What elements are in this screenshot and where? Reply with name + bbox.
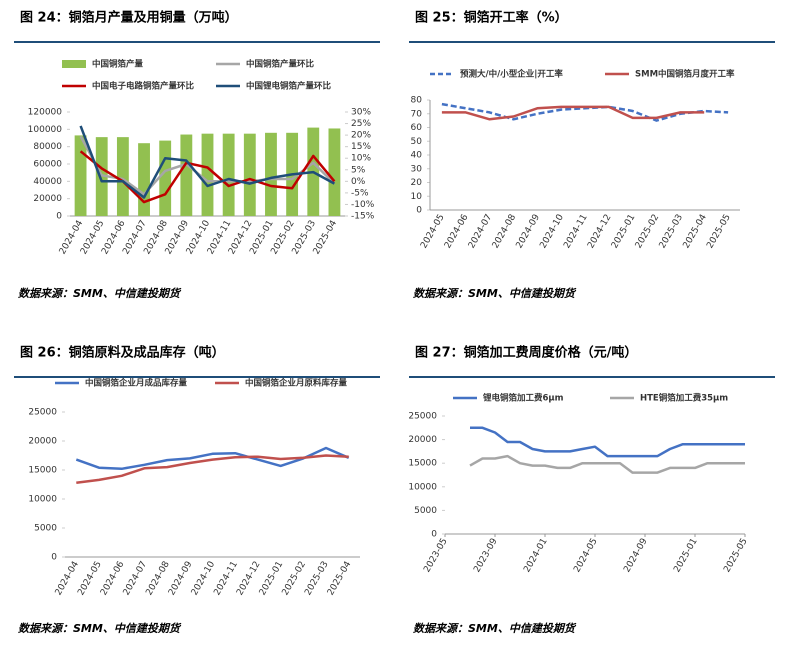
legend-label: 中国铜箔产量 [92,59,144,70]
bar [265,132,277,216]
y-tick-label: 20000 [28,437,57,447]
x-tick-label: 2025-05 [705,213,732,251]
y-tick-label: 80000 [33,142,62,152]
legend-label: 中国铜箔企业月原料库存量 [245,378,348,389]
legend-label: 中国电子电路铜箔产量环比 [92,81,195,92]
y-tick-label: 0 [51,553,57,563]
legend-label: 锂电铜箔加工费6μm [483,393,564,404]
bar [116,137,129,216]
y-tick-label: 40000 [33,177,62,187]
y-tick-label: 60000 [33,160,62,170]
y2-tick-label: -10% [351,200,375,210]
bar [222,133,235,216]
x-tick-label: 2024-05 [572,537,599,575]
legend-swatch [62,60,86,68]
legend-label: HTE铜箔加工费35μm [640,393,728,404]
bar [138,143,150,216]
legend-label: 中国铜箔企业月成品库存量 [85,378,188,389]
x-tick-label: 2024-09 [622,537,650,575]
y-tick-label: 10 [411,192,423,202]
y-tick-label: 0 [431,530,437,540]
series-line [76,454,349,485]
x-tick-label: 2025-01 [672,537,699,575]
y-tick-label: 80 [411,96,423,106]
series-line [79,125,335,199]
x-tick-label: 2025-05 [722,537,749,575]
y-tick-label: 10000 [408,482,437,492]
y2-tick-label: 10% [351,154,371,164]
y2-tick-label: 20% [351,131,371,141]
y-tick-label: 25000 [408,412,437,422]
y-tick-label: 20 [411,178,423,188]
y-tick-label: 15000 [408,459,437,469]
y-tick-label: 100000 [28,125,63,135]
x-tick-label: 2023-05 [422,537,449,575]
y-tick-label: 60 [411,123,423,133]
source-note: 数据来源：SMM、中信建投期货 [413,287,577,300]
x-tick-label: 2024-01 [522,537,549,575]
y2-tick-label: -15% [351,212,375,222]
y-tick-label: 120000 [28,108,63,118]
figure-title: 图 26：铜箔原料及成品库存（吨） [20,345,225,361]
legend-label: SMM中国铜箔月度开工率 [635,69,735,80]
y-tick-label: 5000 [34,524,57,534]
bar [180,134,193,216]
bar [243,133,256,216]
bar [328,128,341,216]
bar [159,140,172,216]
series-line [79,135,336,196]
y-tick-label: 0 [56,212,62,222]
series-line [441,105,705,121]
figure-title: 图 27：铜箔加工费周度价格（元/吨） [415,345,637,361]
figure-title: 图 24：铜箔月产量及用铜量（万吨） [20,10,238,26]
y2-tick-label: -5% [351,188,369,198]
series-line [469,454,745,474]
y-tick-label: 20000 [33,194,62,204]
legend-label: 预测大/中/小型企业|开工率 [460,69,563,80]
figure-title: 图 25：铜箔开工率（%） [415,10,568,26]
y-tick-label: 0 [416,206,422,216]
y-tick-label: 15000 [28,466,57,476]
legend-label: 中国铜箔产量环比 [246,59,315,70]
source-note: 数据来源：SMM、中信建投期货 [18,622,182,635]
y-tick-label: 5000 [414,506,437,516]
y2-tick-label: 30% [351,108,371,118]
source-note: 数据来源：SMM、中信建投期货 [413,622,577,635]
y2-tick-label: 25% [351,119,371,129]
y-tick-label: 70 [411,109,423,119]
y2-tick-label: 15% [351,142,371,152]
bar [201,133,214,216]
y-tick-label: 40 [411,151,423,161]
legend-label: 中国锂电铜箔产量环比 [246,81,332,92]
source-note: 数据来源：SMM、中信建投期货 [18,287,182,300]
series-line [470,426,745,458]
y-tick-label: 30 [411,164,423,174]
y2-tick-label: 0% [351,177,366,187]
y-tick-label: 50 [411,137,423,147]
y-tick-label: 10000 [28,495,57,505]
y-tick-label: 25000 [28,408,57,418]
series-line [441,102,729,122]
y-tick-label: 20000 [408,435,437,445]
x-tick-label: 2023-09 [472,537,500,575]
y2-tick-label: 5% [351,165,366,175]
bar [74,135,87,216]
